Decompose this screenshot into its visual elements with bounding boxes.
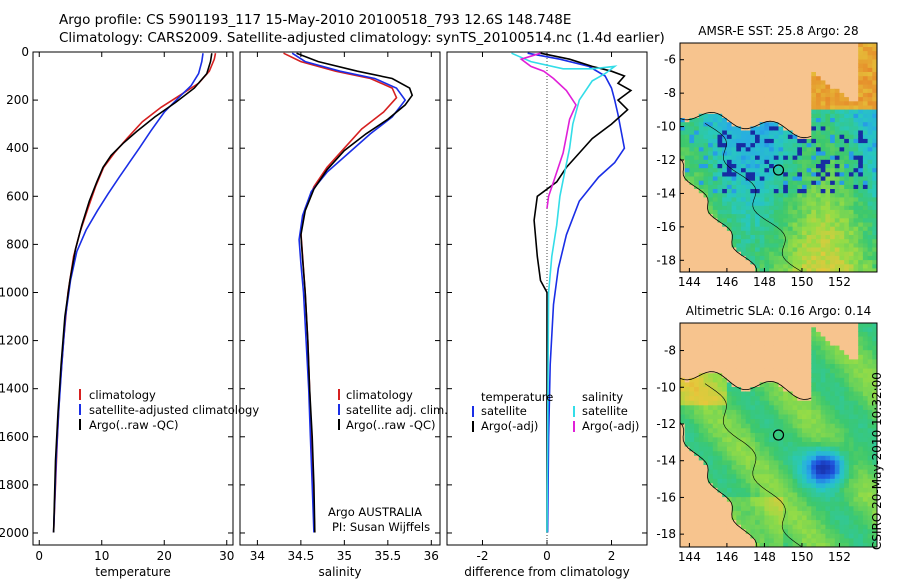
y-tick-label: 600 — [6, 189, 29, 203]
series-line-satellite-adj-clim- — [291, 52, 407, 533]
map-frame — [679, 322, 878, 548]
series-line-argo-raw-qc- — [296, 52, 414, 533]
x-axis-label: difference from climatology — [464, 565, 630, 579]
x-tick-label: 152 — [828, 275, 851, 289]
y-tick-label: 200 — [6, 93, 29, 107]
annotation-line: Argo AUSTRALIA — [328, 505, 422, 519]
y-tick-label: -18 — [656, 527, 676, 541]
legend-label: climatology — [346, 388, 413, 402]
legend-label: satellite adj. clim. — [346, 403, 448, 417]
x-axis-label: temperature — [95, 565, 170, 579]
map-title: AMSR-E SST: 25.8 Argo: 28 — [698, 24, 858, 38]
x-tick-label: 144 — [678, 550, 701, 564]
y-tick-label: 1200 — [0, 334, 29, 348]
temperature-panel: 0 10 20 30 0 200 400 600 800 1000 1200 1400 1600 1800… — [0, 45, 259, 579]
y-tick-label: 1400 — [0, 382, 29, 396]
legend-label: Argo(-adj) — [481, 419, 538, 433]
map-title: Altimetric SLA: 0.16 Argo: 0.14 — [686, 304, 871, 318]
y-tick-label: -8 — [664, 86, 676, 100]
legend-label: satellite — [481, 404, 527, 418]
coastline — [680, 421, 758, 547]
difference-panel: -2 0 2 difference from climatology temperatu… — [446, 51, 648, 579]
y-tick-label: -18 — [656, 253, 676, 267]
depth-contour — [704, 122, 803, 272]
y-tick-label: -8 — [664, 344, 676, 358]
y-tick-label: -14 — [656, 454, 676, 468]
x-tick-label: 148 — [753, 275, 776, 289]
header-line-2: Climatology: CARS2009. Satellite-adjuste… — [59, 30, 665, 46]
argo-position-marker — [772, 429, 785, 441]
y-tick-label: -12 — [656, 153, 676, 167]
x-tick-label: 10 — [94, 549, 109, 563]
y-tick-label: 1000 — [0, 285, 29, 299]
legend-label: Argo(..raw -QC) — [89, 418, 179, 432]
series-line-temperature-argo-adj- — [533, 52, 633, 533]
x-tick-label: 35.5 — [374, 549, 401, 563]
legend-heading: temperature — [481, 390, 553, 404]
legend-label: climatology — [89, 388, 156, 402]
depth-contour — [704, 383, 803, 547]
legend-label: Argo(..raw -QC) — [346, 418, 436, 432]
series-line-salinity-argo-adj- — [519, 52, 577, 209]
annotation-line: PI: Susan Wijffels — [332, 520, 430, 534]
sla-map-panel: Altimetric SLA: 0.16 Argo: 0.14 144 146 148… — [656, 304, 878, 564]
x-tick-label: 144 — [678, 275, 701, 289]
x-tick-label: 0 — [35, 549, 43, 563]
x-tick-label: 34.5 — [288, 549, 315, 563]
x-tick-label: 36 — [424, 549, 439, 563]
header-line-1: Argo profile: CS 5901193_117 15-May-2010… — [59, 12, 571, 28]
argo-position-marker — [772, 164, 785, 176]
x-tick-label: 30 — [219, 549, 234, 563]
sst-map-panel: AMSR-E SST: 25.8 Argo: 28 144 146 148 150 152… — [656, 24, 878, 289]
y-tick-label: -14 — [656, 186, 676, 200]
plot-frame — [239, 51, 441, 546]
map-raster — [680, 323, 877, 547]
legend-label: Argo(-adj) — [582, 419, 639, 433]
x-tick-label: 146 — [715, 550, 738, 564]
coastline — [680, 111, 812, 139]
series-line-salinity-satellite — [511, 52, 618, 533]
series-line-argo-raw-qc- — [52, 53, 213, 533]
map-raster — [680, 43, 877, 272]
x-tick-label: 0 — [543, 549, 551, 563]
y-tick-label: 2000 — [0, 526, 29, 540]
plot-frame — [32, 51, 234, 546]
y-tick-label: 400 — [6, 141, 29, 155]
y-tick-label: -16 — [656, 490, 676, 504]
legend-label: satellite-adjusted climatology — [89, 403, 259, 417]
x-tick-label: 34 — [250, 549, 265, 563]
x-tick-label: -2 — [476, 549, 488, 563]
y-tick-label: 1600 — [0, 430, 29, 444]
y-tick-label: -10 — [656, 120, 676, 134]
coastline — [680, 157, 758, 272]
x-tick-label: 146 — [715, 275, 738, 289]
y-tick-label: -10 — [656, 380, 676, 394]
x-tick-label: 2 — [608, 549, 616, 563]
legend-label: satellite — [582, 404, 628, 418]
x-tick-label: 152 — [828, 550, 851, 564]
x-tick-label: 20 — [157, 549, 172, 563]
credit-timestamp: CSIRO 20-May-2010 10:32:00 — [870, 372, 884, 550]
y-tick-label: -6 — [664, 53, 676, 67]
series-line-satellite-adjusted-climatology — [52, 53, 204, 533]
y-tick-label: 1800 — [0, 478, 29, 492]
coastline — [680, 371, 812, 400]
legend-heading: salinity — [582, 390, 623, 404]
x-axis-label: salinity — [318, 565, 361, 579]
series-line-climatology — [52, 53, 217, 533]
y-tick-label: 0 — [21, 45, 29, 59]
y-tick-label: -12 — [656, 417, 676, 431]
y-tick-label: 800 — [6, 237, 29, 251]
y-tick-label: -16 — [656, 220, 676, 234]
x-tick-label: 150 — [790, 550, 813, 564]
map-frame — [679, 42, 878, 273]
x-tick-label: 35 — [337, 549, 352, 563]
salinity-panel: 34 34.5 35 35.5 36 salinity climatologysatelli… — [239, 51, 448, 579]
x-tick-label: 148 — [753, 550, 776, 564]
x-tick-label: 150 — [790, 275, 813, 289]
